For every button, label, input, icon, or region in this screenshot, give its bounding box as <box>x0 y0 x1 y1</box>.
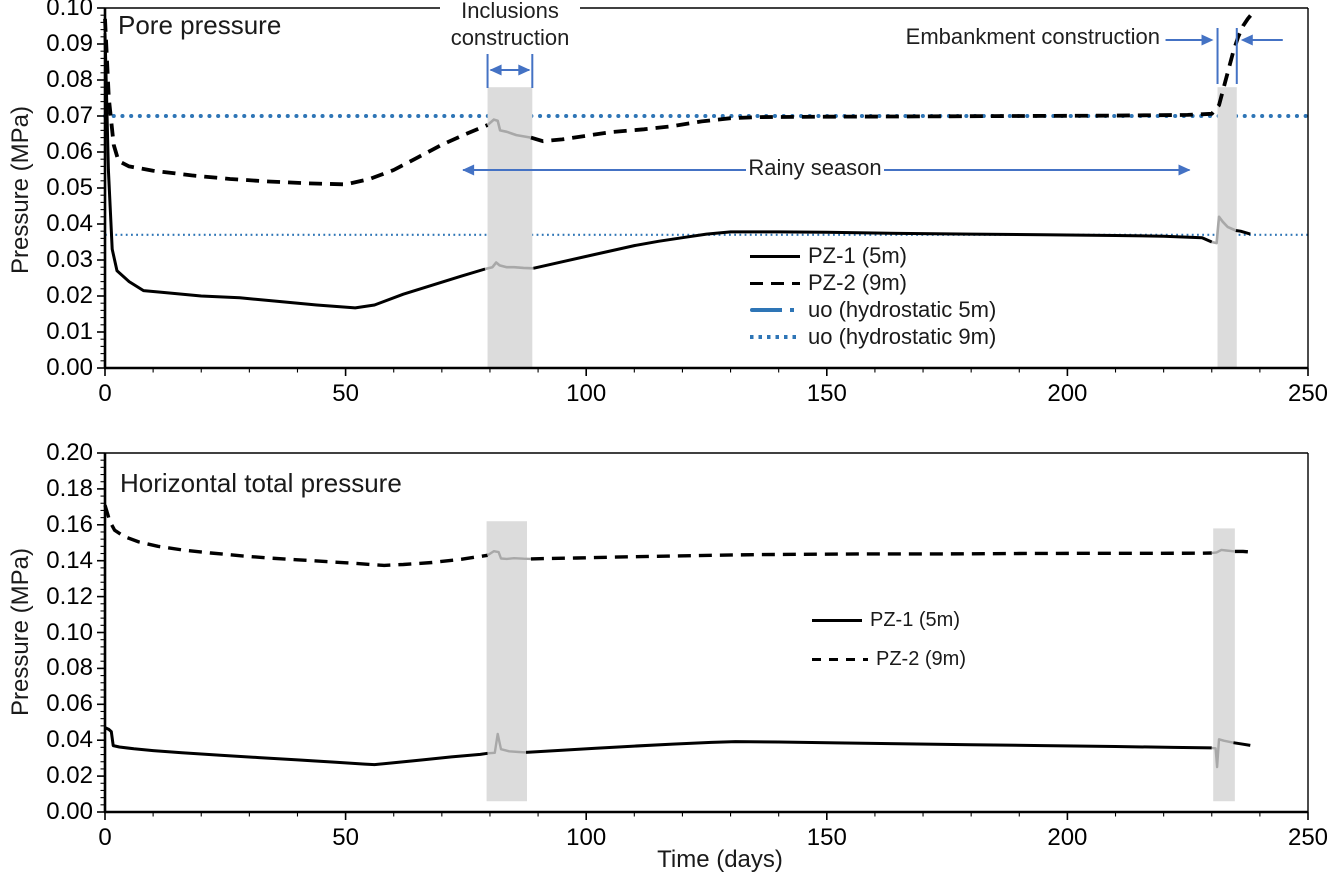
x-tick-label: 250 <box>1287 824 1329 851</box>
construction-period-band <box>486 521 528 802</box>
y-tick-label: 0.04 <box>46 210 93 237</box>
y-tick-label: 0.03 <box>46 246 93 273</box>
x-tick-label: 200 <box>1047 824 1088 851</box>
y-tick-label: 0.00 <box>46 354 93 381</box>
y-tick-label: 0.07 <box>46 102 93 129</box>
y-tick-label: 0.02 <box>46 762 93 790</box>
construction-period-band <box>487 87 533 368</box>
legend-label: PZ-2 (9m) <box>876 647 966 670</box>
arrowhead <box>1240 34 1253 46</box>
construction-period-band <box>1213 528 1235 802</box>
arrowhead <box>489 64 502 76</box>
series-pz-2-construction-response <box>486 118 532 139</box>
legend-label: PZ-1 (5m) <box>870 608 960 631</box>
pore-pressure-chart-title: Pore pressure <box>118 10 282 40</box>
horizontal-total-pressure-plot <box>97 452 1309 820</box>
y-tick-label: 0.06 <box>46 690 93 718</box>
series-pz-1-construction-response <box>487 732 527 755</box>
legend-item-uo-5m: uo (hydrostatic 5m) <box>750 297 997 322</box>
y-tick-label: 0.02 <box>46 282 93 309</box>
legend-label: uo (hydrostatic 9m) <box>808 324 997 349</box>
x-tick-label: 50 <box>332 380 359 407</box>
x-tick-label: 0 <box>98 824 112 851</box>
horizontal-total-pressure-chart-title: Horizontal total pressure <box>120 468 402 498</box>
x-tick-label: 100 <box>566 824 607 851</box>
series-pz-2-9m- <box>530 11 1255 144</box>
series-pz-1-5m- <box>1235 229 1251 236</box>
series-pz-1-5m- <box>1233 741 1251 747</box>
series-pz-1-5m- <box>525 740 1212 754</box>
dotted-line-sample <box>750 335 800 339</box>
y-tick-label: 0.09 <box>46 30 93 57</box>
series-pz-2-construction-response <box>1211 548 1236 555</box>
legend-item-uo-9m: uo (hydrostatic 9m) <box>750 324 997 349</box>
series-pz-1-5m- <box>103 33 486 310</box>
annotation-arrows <box>462 28 1283 176</box>
rainy-season-annotation: Rainy season <box>748 155 882 181</box>
series-pz-2-9m- <box>1234 549 1251 554</box>
y-tick-label: 0.10 <box>46 0 93 21</box>
annotation-text-line1: Inclusions <box>461 0 559 23</box>
series-pz-1-construction-response <box>484 261 534 271</box>
series-pz-2-9m- <box>103 504 488 568</box>
arrowhead <box>462 164 475 176</box>
legend-label: PZ-2 (9m) <box>808 270 907 295</box>
x-tick-label: 150 <box>806 824 847 851</box>
y-tick-label: 0.14 <box>46 546 93 574</box>
y-tick-label: 0.16 <box>46 510 93 538</box>
legend-label: PZ-1 (5m) <box>808 243 907 268</box>
pore-pressure-plot <box>97 7 1310 376</box>
legend-label: uo (hydrostatic 5m) <box>808 297 997 322</box>
legend-item-pz2: PZ-2 (9m) <box>812 647 966 671</box>
y-tick-label: 0.06 <box>46 138 93 165</box>
series-pz-1-5m- <box>104 726 488 767</box>
arrowhead <box>518 64 531 76</box>
arrowhead <box>1201 34 1214 46</box>
x-tick-label: 0 <box>98 380 112 407</box>
y-tick-label: 0.00 <box>46 798 93 825</box>
y-tick-label: 0.01 <box>46 318 93 345</box>
inclusions-construction-annotation: Inclusions construction <box>440 0 580 51</box>
solid-line-sample <box>750 254 800 258</box>
y-tick-label: 0.12 <box>46 582 93 610</box>
series-pz-2-9m- <box>103 18 489 187</box>
horizontal-total-pressure-legend: PZ-1 (5m) PZ-2 (9m) <box>812 608 966 686</box>
pore-pressure-legend: PZ-1 (5m) PZ-2 (9m) uo (hydrostatic 5m) … <box>750 243 997 353</box>
x-tick-label: 250 <box>1287 380 1329 407</box>
series-pz-2-construction-response <box>486 550 531 561</box>
series-pz-1-construction-response <box>1211 215 1237 245</box>
y-tick-label: 0.18 <box>46 474 93 502</box>
embankment-construction-annotation: Embankment construction <box>880 24 1160 50</box>
annotation-text-line2: construction <box>450 25 570 50</box>
y-tick-label: 0.08 <box>46 654 93 682</box>
arrowhead <box>1178 164 1191 176</box>
solid-line-sample <box>812 618 862 622</box>
x-tick-label: 150 <box>806 380 847 407</box>
series-pz-2-9m- <box>530 551 1212 561</box>
x-tick-label: 100 <box>566 380 607 407</box>
x-tick-label: 50 <box>332 824 359 851</box>
legend-item-pz1: PZ-1 (5m) <box>812 608 966 632</box>
series-pz-1-5m- <box>532 230 1213 270</box>
dashed-line-sample <box>812 657 868 661</box>
x-axis-label: Time (days) <box>657 846 783 873</box>
y-tick-label: 0.10 <box>46 618 93 646</box>
y-tick-label: 0.20 <box>46 439 93 466</box>
y-tick-label: 0.08 <box>46 66 93 93</box>
y-tick-label: 0.05 <box>46 174 93 201</box>
series-pz-1-construction-response <box>1211 738 1234 769</box>
y-tick-label: 0.04 <box>46 726 93 754</box>
x-tick-label: 200 <box>1047 380 1088 407</box>
dashed-line-sample <box>750 281 800 285</box>
legend-item-pz2: PZ-2 (9m) <box>750 270 996 295</box>
legend-item-pz1: PZ-1 (5m) <box>750 243 996 268</box>
dashdot-line-sample <box>750 308 800 312</box>
